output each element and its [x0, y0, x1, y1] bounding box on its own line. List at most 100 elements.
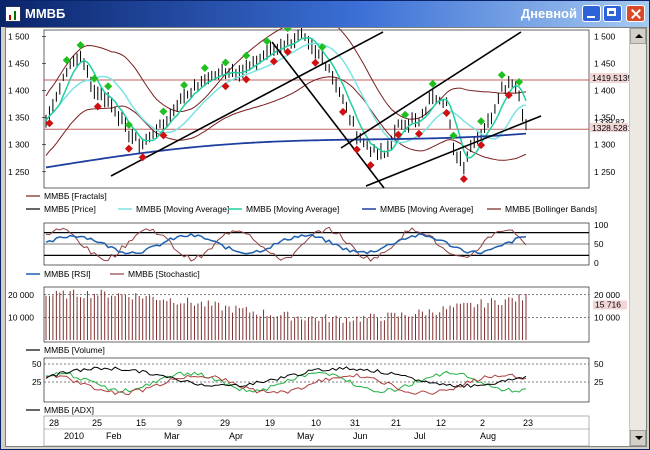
- fractal-down-marker: [93, 102, 102, 111]
- x-day-label: 9: [177, 418, 182, 428]
- y-tick-right: 1 400: [594, 86, 616, 96]
- trendline-1: [110, 31, 384, 177]
- legend-fractals: ММВБ [Fractals]: [44, 191, 107, 201]
- rsi-axis: 100 50 0: [594, 220, 608, 268]
- legend-price: ММВБ [Price]: [44, 204, 96, 214]
- x-day-label: 19: [265, 418, 275, 428]
- fractal-up-marker: [180, 81, 189, 90]
- price-panel-frame: [43, 29, 590, 189]
- rsi-y-tick: 100: [594, 220, 608, 230]
- stochastic-line: [45, 226, 527, 262]
- x-month-label: Jun: [353, 431, 368, 441]
- bollinger-upper: [45, 28, 527, 120]
- fractal-down-marker: [159, 131, 168, 140]
- price-panel[interactable]: 1 500 1 500 1 450 1 450 1 400 1 400 1 350 1 350…: [8, 28, 630, 189]
- fractal-down-marker: [504, 91, 513, 100]
- y-tick-right: 1 250: [594, 167, 616, 177]
- fractal-down-marker: [394, 130, 403, 139]
- y-tick-right: 1 350: [594, 113, 616, 123]
- x-day-label: 31: [350, 418, 360, 428]
- x-day-label: 23: [523, 418, 533, 428]
- y-tick-left: 1 500: [8, 31, 30, 41]
- rsi-legend: ММВБ [RSI] ММВБ [Stochastic]: [26, 269, 200, 279]
- fractal-up-marker: [263, 37, 272, 46]
- adx-panel[interactable]: 50 50 25 25: [32, 357, 604, 403]
- x-month-label: Aug: [480, 431, 496, 441]
- fractal-down-marker: [352, 145, 361, 154]
- rsi-y-tick: 0: [594, 258, 599, 268]
- adx-y-tick: 50: [594, 359, 604, 369]
- legend-stochastic: ММВБ [Stochastic]: [128, 269, 200, 279]
- scroll-up-button[interactable]: [630, 28, 646, 44]
- fractal-up-marker: [515, 77, 524, 86]
- fractal-down-marker: [283, 47, 292, 56]
- x-month-label: Jul: [414, 431, 426, 441]
- x-day-label: 21: [391, 418, 401, 428]
- x-month-label: May: [297, 431, 315, 441]
- x-axis-months: 2010 Feb Mar Apr May Jun Jul Aug: [64, 431, 496, 441]
- volume-bars: [44, 289, 589, 340]
- volume-legend: ММВБ [Volume]: [26, 345, 105, 355]
- bollinger-lower: [45, 76, 527, 161]
- time-axis-frame: [43, 415, 590, 446]
- x-day-label: 12: [436, 418, 446, 428]
- trendline-4: [365, 115, 542, 187]
- x-day-label: 28: [49, 418, 59, 428]
- fractal-down-marker: [414, 129, 423, 138]
- x-month-label: Mar: [164, 431, 180, 441]
- x-axis-days: 28 25 15 9 29 19 10 31 21 12 2 23: [49, 418, 533, 428]
- adx-series: [44, 363, 589, 396]
- fractal-up-marker: [449, 131, 458, 140]
- price-axis: 1 500 1 500 1 450 1 450 1 400 1 400 1 350 1 350…: [8, 31, 616, 176]
- vol-y-tick-left: 10 000: [8, 312, 34, 322]
- x-month-label: 2010: [64, 431, 84, 441]
- close-button[interactable]: [626, 5, 645, 22]
- trendline-2: [271, 41, 385, 189]
- marker-high: 1419.51357: [592, 73, 630, 83]
- trading-chart[interactable]: 1 500 1 500 1 450 1 450 1 400 1 400 1 350 1 350…: [6, 28, 630, 446]
- rsi-y-tick: 50: [594, 239, 604, 249]
- y-tick-left: 1 350: [8, 113, 30, 123]
- vol-marker-box: [593, 300, 627, 310]
- fractal-down-marker: [477, 141, 486, 150]
- di-plus-line: [45, 370, 527, 394]
- chart-app-icon: [5, 6, 21, 22]
- fractal-down-marker: [138, 153, 147, 162]
- rsi-line: [45, 233, 527, 255]
- adx-y-tick-left: 50: [32, 359, 42, 369]
- fractal-down-marker: [45, 119, 54, 128]
- rsi-panel[interactable]: 100 50 0: [43, 220, 608, 268]
- adx-y-tick: 25: [594, 377, 604, 387]
- price-markers: 1419.51357 1339.82 1328.52815: [590, 73, 630, 133]
- title-bar[interactable]: ММВБ Дневной: [1, 1, 649, 27]
- adx-line: [45, 366, 527, 389]
- maximize-button[interactable]: [603, 5, 622, 22]
- vertical-scrollbar[interactable]: [629, 28, 646, 446]
- x-month-label: Feb: [106, 431, 122, 441]
- legend-ma-2: ММВБ [Moving Average]: [246, 204, 339, 214]
- fractal-down-marker: [124, 144, 133, 153]
- legend-ma-3: ММВБ [Moving Average]: [380, 204, 473, 214]
- chart-client-area[interactable]: 1 500 1 500 1 450 1 450 1 400 1 400 1 350 1 350…: [5, 27, 647, 447]
- x-month-label: Apr: [229, 431, 243, 441]
- marker-low: 1328.52815: [592, 123, 630, 133]
- price-legend: ММВБ [Fractals] ММВБ [Price] ММВБ [Movin…: [26, 191, 597, 214]
- x-day-label: 10: [311, 418, 321, 428]
- fractal-up-marker: [497, 70, 506, 79]
- fractal-up-marker: [401, 110, 410, 119]
- legend-rsi: ММВБ [RSI]: [44, 269, 91, 279]
- adx-legend: ММВБ [ADX]: [26, 405, 94, 415]
- adx-y-tick-left: 25: [32, 377, 42, 387]
- adx-axis: 50 50 25 25: [32, 359, 604, 387]
- legend-adx: ММВБ [ADX]: [44, 405, 94, 415]
- minimize-button[interactable]: [582, 5, 601, 22]
- scroll-down-button[interactable]: [630, 430, 646, 446]
- timeframe-label: Дневной: [520, 6, 577, 21]
- price-series: [44, 28, 589, 189]
- time-axis: 28 25 15 9 29 19 10 31 21 12 2 23 2010 Feb Mar Apr May J…: [43, 415, 590, 446]
- fractal-down-marker: [459, 174, 468, 183]
- legend-volume: ММВБ [Volume]: [44, 345, 105, 355]
- fractal-down-marker: [269, 57, 278, 66]
